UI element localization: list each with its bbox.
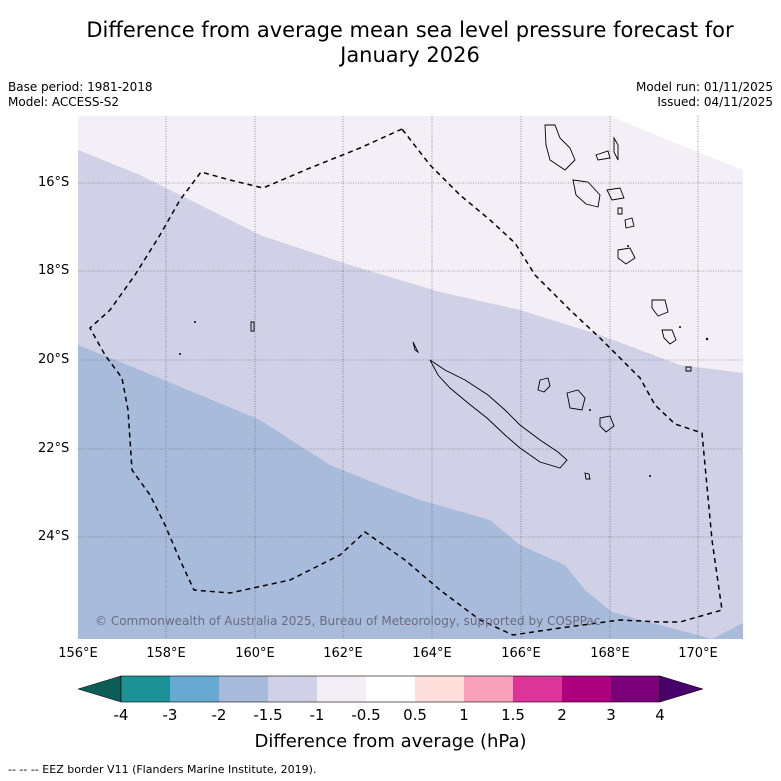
colorbar-tick-minus3: -3 [162,706,178,724]
mare [599,415,615,433]
colorbar-tick-minus1-5: -1.5 [253,706,283,724]
colorbar-segment-1-5-2 [513,676,562,702]
shepherd-islands [624,217,635,229]
colorbar-tick-3: 3 [606,706,616,724]
epi [617,207,623,215]
ouvea [537,377,551,393]
colorbar-segment-3-4 [611,676,660,702]
tanna [661,329,677,345]
colorbar-segment-1-1-5 [464,676,513,702]
colorbar-tick-1: 1 [459,706,469,724]
model-name: Model: ACCESS-S2 [8,95,120,109]
colorbar-outline [120,675,661,703]
colorbar-segment-minus3-minus2 [170,676,219,702]
lat-label-24s: 24°S [38,529,70,544]
espiritu-santo [544,124,576,171]
graticule [78,116,743,639]
colorbar-segment-minus2-minus1-5 [219,676,268,702]
isle-of-pines [584,472,591,480]
malakula [572,179,601,208]
colorbar-tick-minus1: -1 [309,706,325,724]
base-period: Base period: 1981-2018 [8,80,153,94]
meta-right: Model run: 01/11/2025 Issued: 04/11/2025 [636,80,773,110]
no-data-corner [610,116,743,170]
colorbar-segment-neutral [366,676,415,702]
issued-date: Issued: 04/11/2025 [657,95,773,109]
lon-label-158e: 158°E [146,646,186,661]
islet-7 [589,409,591,411]
lifou [566,389,586,411]
colorbar-extend-high [659,675,704,703]
pentecost [613,136,619,161]
belep-islands [412,341,420,354]
meta-left: Base period: 1981-2018 Model: ACCESS-S2 [8,80,153,110]
colorbar-segment-minus4-minus3 [121,676,170,702]
erromango [651,299,669,317]
aneityum [685,366,692,372]
colorbar-segment-0-5-1 [415,676,464,702]
colorbar-segment-2-3 [562,676,611,702]
efate [617,247,636,265]
colorbar [77,675,704,703]
model-run: Model run: 01/11/2025 [635,80,773,94]
colorbar-tick-1-5: 1.5 [501,706,525,724]
maewo [595,150,611,161]
lat-label-18s: 18°S [38,263,70,278]
colorbar-segment-minus1-minus0-5 [317,676,366,702]
lon-label-164e: 164°E [412,646,452,661]
colorbar-tick-minus0-5: -0.5 [351,706,381,724]
lon-label-166e: 166°E [501,646,541,661]
lat-label-20s: 20°S [38,352,70,367]
islet-5 [649,475,651,477]
eez-border [89,128,723,636]
lat-label-16s: 16°S [38,175,70,190]
colorbar-tick-minus2: -2 [211,706,227,724]
colorbar-tick-minus4: -4 [113,706,129,724]
colorbar-extend-low [77,675,122,703]
new-caledonia-mainland [429,359,568,469]
pressure-anomaly-field [78,116,743,639]
lon-label-160e: 160°E [235,646,275,661]
chesterfield-islands [250,321,255,332]
lon-label-168e: 168°E [590,646,630,661]
lon-label-156e: 156°E [58,646,98,661]
islet-4 [679,326,681,328]
lat-label-22s: 22°S [38,441,70,456]
islet-3 [705,337,709,341]
title-line-2: January 2026 [340,43,480,67]
colorbar-segment-minus1-5-minus1 [268,676,317,702]
colorbar-tick-4: 4 [655,706,665,724]
copyright-notice: © Commonwealth of Australia 2025, Bureau… [95,614,601,628]
islet-1 [194,321,196,323]
lon-label-170e: 170°E [678,646,718,661]
title-line-1: Difference from average mean sea level p… [86,18,734,42]
small-islets [179,245,709,477]
colorbar-tick-2: 2 [557,706,567,724]
colorbar-title: Difference from average (hPa) [254,731,527,752]
islet-2 [179,353,181,355]
eez-legend-note: -- -- -- EEZ border V11 (Flanders Marine… [8,763,317,776]
islet-6 [627,245,629,247]
ambrym [606,187,625,201]
map-title: Difference from average mean sea level p… [40,18,780,68]
colorbar-tick-0-5: 0.5 [403,706,427,724]
lon-label-162e: 162°E [323,646,363,661]
coastlines [250,124,692,480]
